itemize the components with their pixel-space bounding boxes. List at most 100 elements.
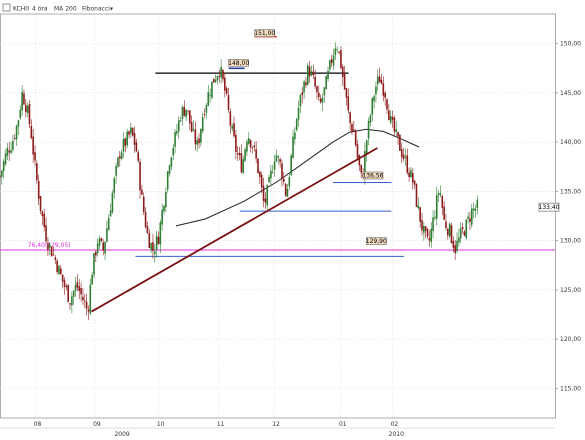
candle-body — [463, 231, 466, 236]
candle-body — [266, 185, 269, 206]
candle-body — [397, 132, 399, 137]
candle-body — [72, 290, 75, 297]
candle-body — [34, 152, 36, 161]
candle-body — [220, 67, 222, 78]
candle-body — [303, 81, 305, 93]
candle-body — [281, 163, 283, 179]
candle-body — [257, 158, 259, 173]
y-tick-label: 150,00 — [560, 41, 581, 48]
candle-body — [113, 178, 116, 193]
candle-body — [12, 140, 14, 150]
candle-body — [2, 161, 5, 172]
candle-body — [124, 138, 127, 146]
candle-body — [448, 223, 451, 237]
candle-body — [437, 193, 440, 195]
plot-frame — [0, 13, 556, 419]
candle-body — [187, 110, 189, 112]
candle-body — [161, 209, 163, 225]
candle-body — [157, 236, 160, 244]
candle-body — [251, 147, 254, 149]
legend-fibonacci[interactable]: Fibonacci — [82, 6, 110, 13]
candle-body — [89, 284, 92, 314]
candle-body — [25, 104, 27, 112]
candle-body — [137, 152, 140, 161]
candle-body — [21, 91, 23, 111]
candle-body — [135, 142, 138, 152]
y-tick-label: 140,00 — [560, 139, 581, 146]
candle-body — [194, 129, 197, 145]
candle-body — [435, 194, 438, 219]
legend-checkbox-icon[interactable] — [2, 3, 11, 12]
x-axis: 08 09 10 11 12 01 02 2009 2010 — [0, 421, 555, 438]
candle-body — [87, 309, 90, 312]
y-tick-label: 145,00 — [560, 90, 581, 97]
candle-body — [277, 156, 280, 158]
candle-body — [349, 112, 351, 124]
candle-body — [410, 170, 412, 178]
candle-body — [380, 79, 383, 84]
candle-body — [225, 88, 228, 94]
candle-body — [74, 284, 77, 291]
candle-body — [48, 244, 51, 248]
candle-body — [384, 92, 386, 98]
candle-body — [406, 155, 409, 173]
candle-body — [214, 79, 217, 83]
candle-body — [351, 124, 353, 132]
candle-body — [229, 111, 232, 126]
candle-body — [421, 220, 423, 231]
candle-body — [432, 217, 434, 232]
candle-body — [412, 173, 414, 183]
candle-body — [166, 171, 169, 190]
candle-body — [172, 147, 175, 156]
candle-body — [100, 238, 103, 241]
candle-body — [118, 156, 121, 159]
candle-body — [430, 228, 433, 242]
candle-body — [190, 122, 193, 132]
candle-body — [247, 138, 250, 144]
x-tick-label: 02 — [391, 421, 399, 428]
candle-body — [231, 126, 233, 129]
candle-body — [450, 225, 453, 244]
candle-body — [358, 155, 361, 166]
legend-dropdown-icon[interactable]: ▾ — [110, 6, 113, 13]
candle-body — [0, 176, 1, 178]
y-tick-label: 135,00 — [560, 188, 581, 195]
legend-ma[interactable]: MA 200 — [54, 6, 77, 13]
candle-body — [196, 140, 198, 145]
candle-body — [334, 48, 337, 56]
candle-body — [98, 238, 101, 246]
candle-body — [290, 155, 292, 175]
legend[interactable]: KCH0 4 óra MA 200 Fibonacci ▾ — [2, 3, 113, 13]
candle-body — [472, 208, 475, 211]
candle-body — [399, 134, 401, 151]
candle-body — [93, 253, 95, 275]
candle-body — [45, 225, 47, 242]
candle-body — [470, 208, 473, 225]
candle-body — [332, 55, 335, 66]
candle-body — [203, 114, 206, 116]
candle-body — [61, 274, 64, 282]
candle-body — [54, 257, 57, 260]
candle-body — [456, 240, 458, 252]
candle-body — [404, 156, 407, 158]
candle-body — [60, 268, 62, 275]
candle-body — [376, 76, 379, 85]
candle-body — [146, 226, 149, 234]
candle-body — [185, 109, 187, 118]
candle-body — [340, 50, 342, 68]
candle-body — [168, 165, 171, 174]
candle-body — [253, 145, 256, 148]
candle-body — [189, 110, 191, 124]
x-tick-label: 10 — [157, 421, 165, 428]
candle-body — [459, 228, 462, 239]
candle-body — [120, 152, 123, 160]
candle-body — [275, 155, 278, 162]
candle-body — [284, 183, 287, 196]
candle-body — [264, 198, 267, 203]
candle-body — [375, 86, 377, 95]
candle-body — [130, 127, 132, 134]
candle-body — [131, 128, 134, 136]
candles-layer — [0, 42, 479, 321]
candle-body — [109, 210, 112, 217]
candle-body — [341, 66, 344, 77]
